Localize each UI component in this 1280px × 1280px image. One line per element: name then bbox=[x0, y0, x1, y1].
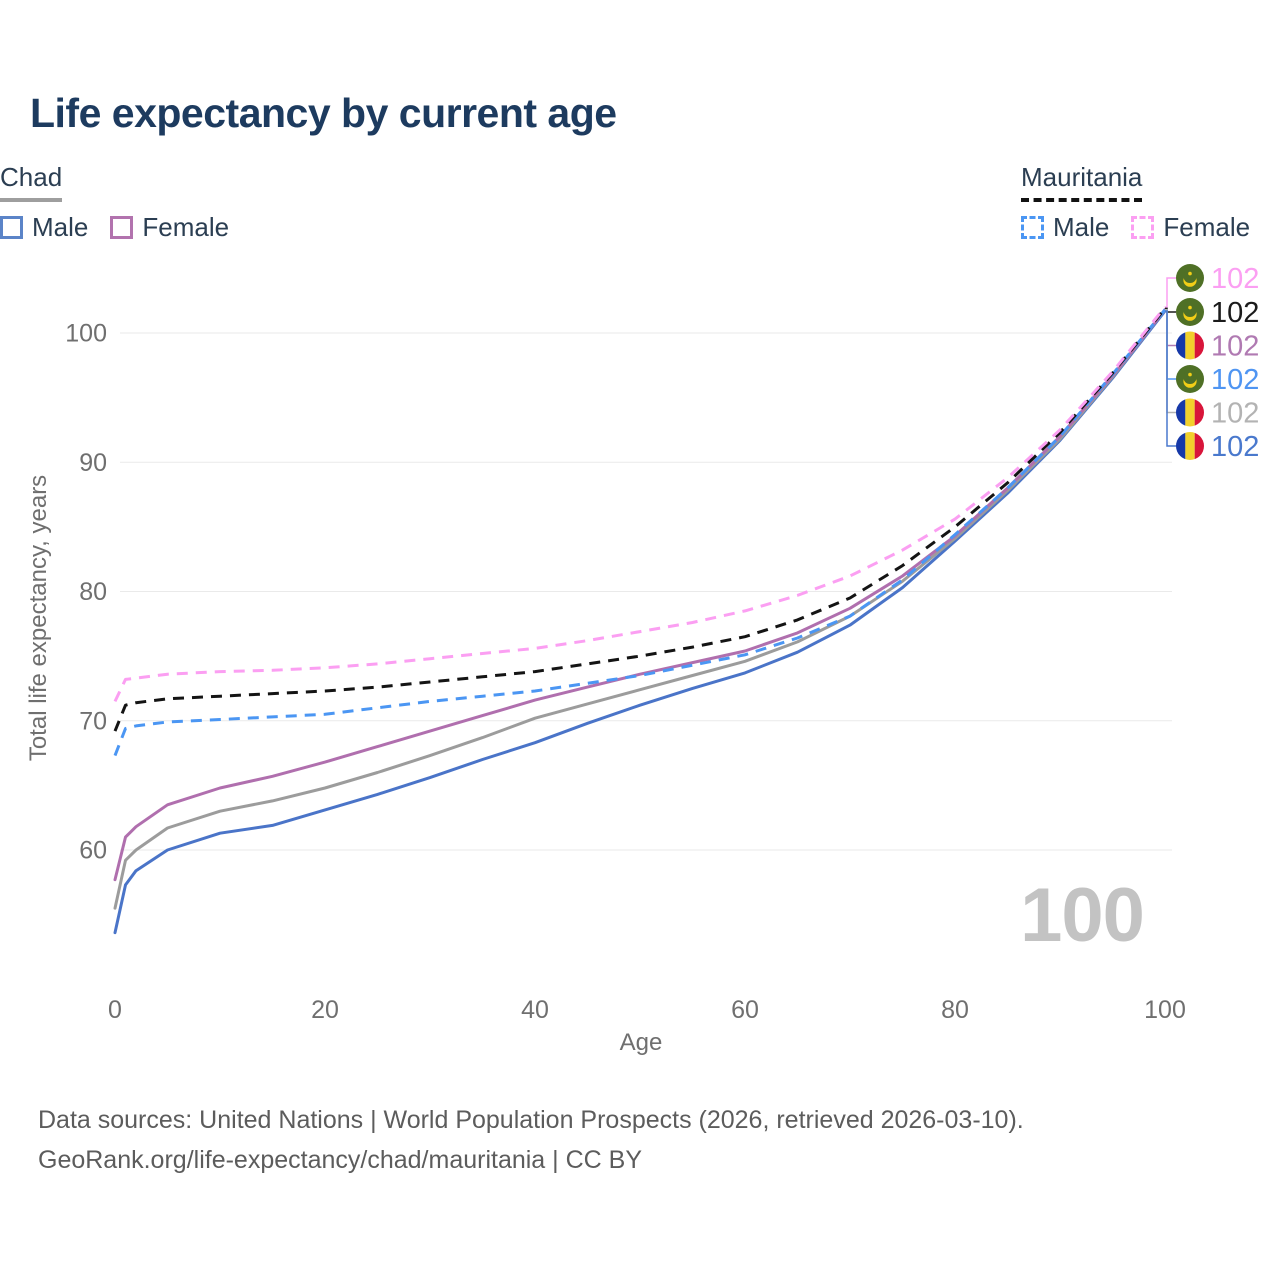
end-label-connector-mauritania-female bbox=[1165, 277, 1176, 308]
legend-toggle-mauritania-male[interactable]: Male bbox=[1021, 212, 1109, 243]
legend-items-chad: Male Female bbox=[0, 212, 251, 243]
x-tick-0: 0 bbox=[108, 996, 122, 1024]
series-line-chad-total bbox=[113, 308, 1167, 910]
series-line-mauritania-total bbox=[113, 307, 1167, 732]
legend-items-mauritania: Male Female bbox=[1021, 212, 1272, 243]
end-value-mauritania-total: 102 bbox=[1211, 297, 1259, 329]
footer-attribution: GeoRank.org/life-expectancy/chad/maurita… bbox=[38, 1146, 643, 1174]
end-value-mauritania-female: 102 bbox=[1211, 263, 1259, 295]
legend-label: Male bbox=[32, 212, 89, 242]
series-line-mauritania-female bbox=[113, 306, 1167, 703]
legend-toggle-chad-female[interactable]: Female bbox=[110, 212, 229, 243]
legend-country-chad: Chad bbox=[0, 162, 63, 202]
footer-data-sources: Data sources: United Nations | World Pop… bbox=[38, 1106, 1024, 1134]
x-tick-20: 20 bbox=[311, 996, 339, 1024]
series-line-chad-male bbox=[113, 309, 1167, 935]
x-axis-title: Age bbox=[620, 1029, 663, 1056]
legend-checkbox-female[interactable] bbox=[1131, 216, 1155, 239]
page-title: Life expectancy by current age bbox=[30, 90, 617, 136]
legend-toggle-mauritania-female[interactable]: Female bbox=[1131, 212, 1250, 243]
series-line-chad-female bbox=[113, 308, 1167, 882]
end-value-chad-male: 102 bbox=[1211, 431, 1259, 463]
x-tick-40: 40 bbox=[521, 996, 549, 1024]
flag-icon-mauritania bbox=[1176, 264, 1204, 292]
end-value-mauritania-male: 102 bbox=[1211, 364, 1259, 396]
end-label-connector-chad-male bbox=[1165, 310, 1176, 447]
legend-group-chad: Chad Male Female bbox=[0, 162, 251, 243]
y-tick-70: 70 bbox=[79, 707, 107, 735]
legend-label: Female bbox=[142, 212, 230, 242]
y-tick-100: 100 bbox=[65, 320, 107, 348]
x-tick-60: 60 bbox=[731, 996, 759, 1024]
legend-label: Male bbox=[1053, 212, 1110, 242]
flag-icon-chad bbox=[1176, 399, 1204, 427]
y-tick-90: 90 bbox=[79, 449, 107, 477]
y-axis-title: Total life expectancy, years bbox=[25, 475, 52, 761]
legend-checkbox-female[interactable] bbox=[110, 216, 134, 239]
flag-icon-mauritania bbox=[1176, 365, 1204, 393]
x-tick-80: 80 bbox=[941, 996, 969, 1024]
y-tick-60: 60 bbox=[79, 837, 107, 865]
y-tick-80: 80 bbox=[79, 578, 107, 606]
flag-icon-chad bbox=[1176, 432, 1204, 460]
legend-label: Female bbox=[1163, 212, 1251, 242]
x-tick-100: 100 bbox=[1144, 996, 1186, 1024]
series-line-mauritania-male bbox=[113, 308, 1167, 757]
flag-icon-mauritania bbox=[1176, 298, 1204, 326]
end-value-chad-female: 102 bbox=[1211, 331, 1259, 363]
legend-group-mauritania: Mauritania Male Female bbox=[1021, 162, 1272, 243]
age-counter-watermark: 100 bbox=[1020, 873, 1145, 958]
legend-checkbox-male[interactable] bbox=[0, 216, 23, 239]
legend-country-mauritania: Mauritania bbox=[1021, 162, 1143, 202]
flag-icon-chad bbox=[1176, 332, 1204, 360]
legend-checkbox-male[interactable] bbox=[1021, 216, 1044, 239]
legend-toggle-chad-male[interactable]: Male bbox=[0, 212, 88, 243]
end-value-chad-total: 102 bbox=[1211, 398, 1259, 430]
